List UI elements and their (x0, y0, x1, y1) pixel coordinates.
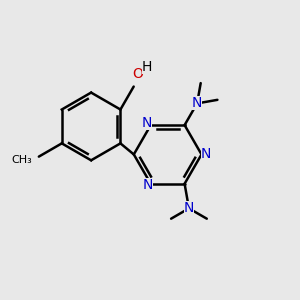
Text: N: N (192, 96, 202, 110)
Text: H: H (142, 60, 152, 74)
Text: O: O (132, 67, 143, 81)
Text: N: N (142, 178, 153, 192)
Text: N: N (184, 201, 194, 215)
Text: N: N (201, 147, 211, 161)
Text: N: N (141, 116, 152, 130)
Text: CH₃: CH₃ (12, 154, 32, 165)
